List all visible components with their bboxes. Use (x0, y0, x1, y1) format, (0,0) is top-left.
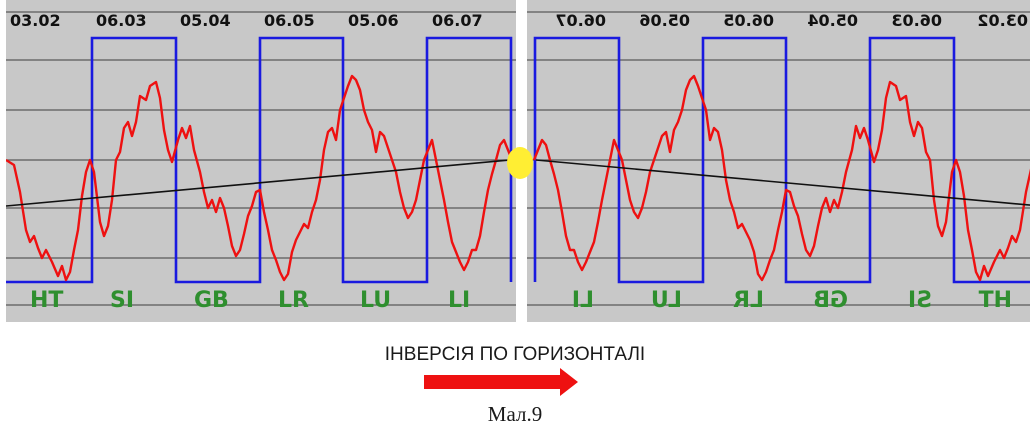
meridian-label: GB (813, 288, 848, 313)
center-marker (507, 147, 533, 179)
right-panel: 06.07 05.06 06.05 05.04 06.03 03.02 LI LU LR GB S… (527, 0, 1030, 322)
top-date-label: 05.06 (639, 11, 690, 30)
signal-line (6, 74, 514, 282)
signal-line (532, 74, 1030, 282)
meridian-label: LR (278, 288, 309, 313)
trend-line (535, 159, 1030, 206)
square-wave-line (533, 36, 1030, 284)
meridian-label: LR (733, 288, 764, 313)
top-date-label: 06.03 (96, 11, 147, 30)
left-panel: 03.02 06.03 05.04 06.05 05.06 06.07 HT SI GB LR L… (6, 0, 516, 322)
arrow-right-icon (424, 368, 578, 396)
meridian-label: SI (908, 288, 932, 313)
top-date-label: 05.06 (348, 11, 399, 30)
top-date-label: 06.07 (432, 11, 483, 30)
meridian-label: HT (30, 288, 63, 313)
top-date-label: 03.02 (977, 11, 1028, 30)
top-date-label: 06.07 (555, 11, 606, 30)
meridian-label: SI (110, 288, 134, 313)
meridian-label: LU (360, 288, 391, 313)
top-date-label: 05.04 (180, 11, 231, 30)
meridian-label: LI (572, 288, 594, 313)
meridian-label: HT (979, 288, 1012, 313)
top-date-label: 03.02 (10, 11, 61, 30)
top-date-label: 05.04 (807, 11, 858, 30)
inversion-caption: ІНВЕРСІЯ ПО ГОРИЗОНТАЛІ (384, 344, 646, 365)
trend-line (6, 159, 511, 207)
top-date-label: 06.05 (264, 11, 315, 30)
direction-arrow (424, 368, 578, 396)
meridian-label: LU (651, 288, 682, 313)
square-wave-line (6, 36, 513, 284)
top-date-label: 06.05 (723, 11, 774, 30)
top-date-label: 06.03 (891, 11, 942, 30)
meridian-label: LI (448, 288, 470, 313)
figure-label: Мал.9 (487, 402, 543, 426)
inversion-diagram: 03.02 06.03 05.04 06.05 05.06 06.07 HT SI GB LR L… (6, 0, 1030, 322)
meridian-label: GB (194, 288, 229, 313)
